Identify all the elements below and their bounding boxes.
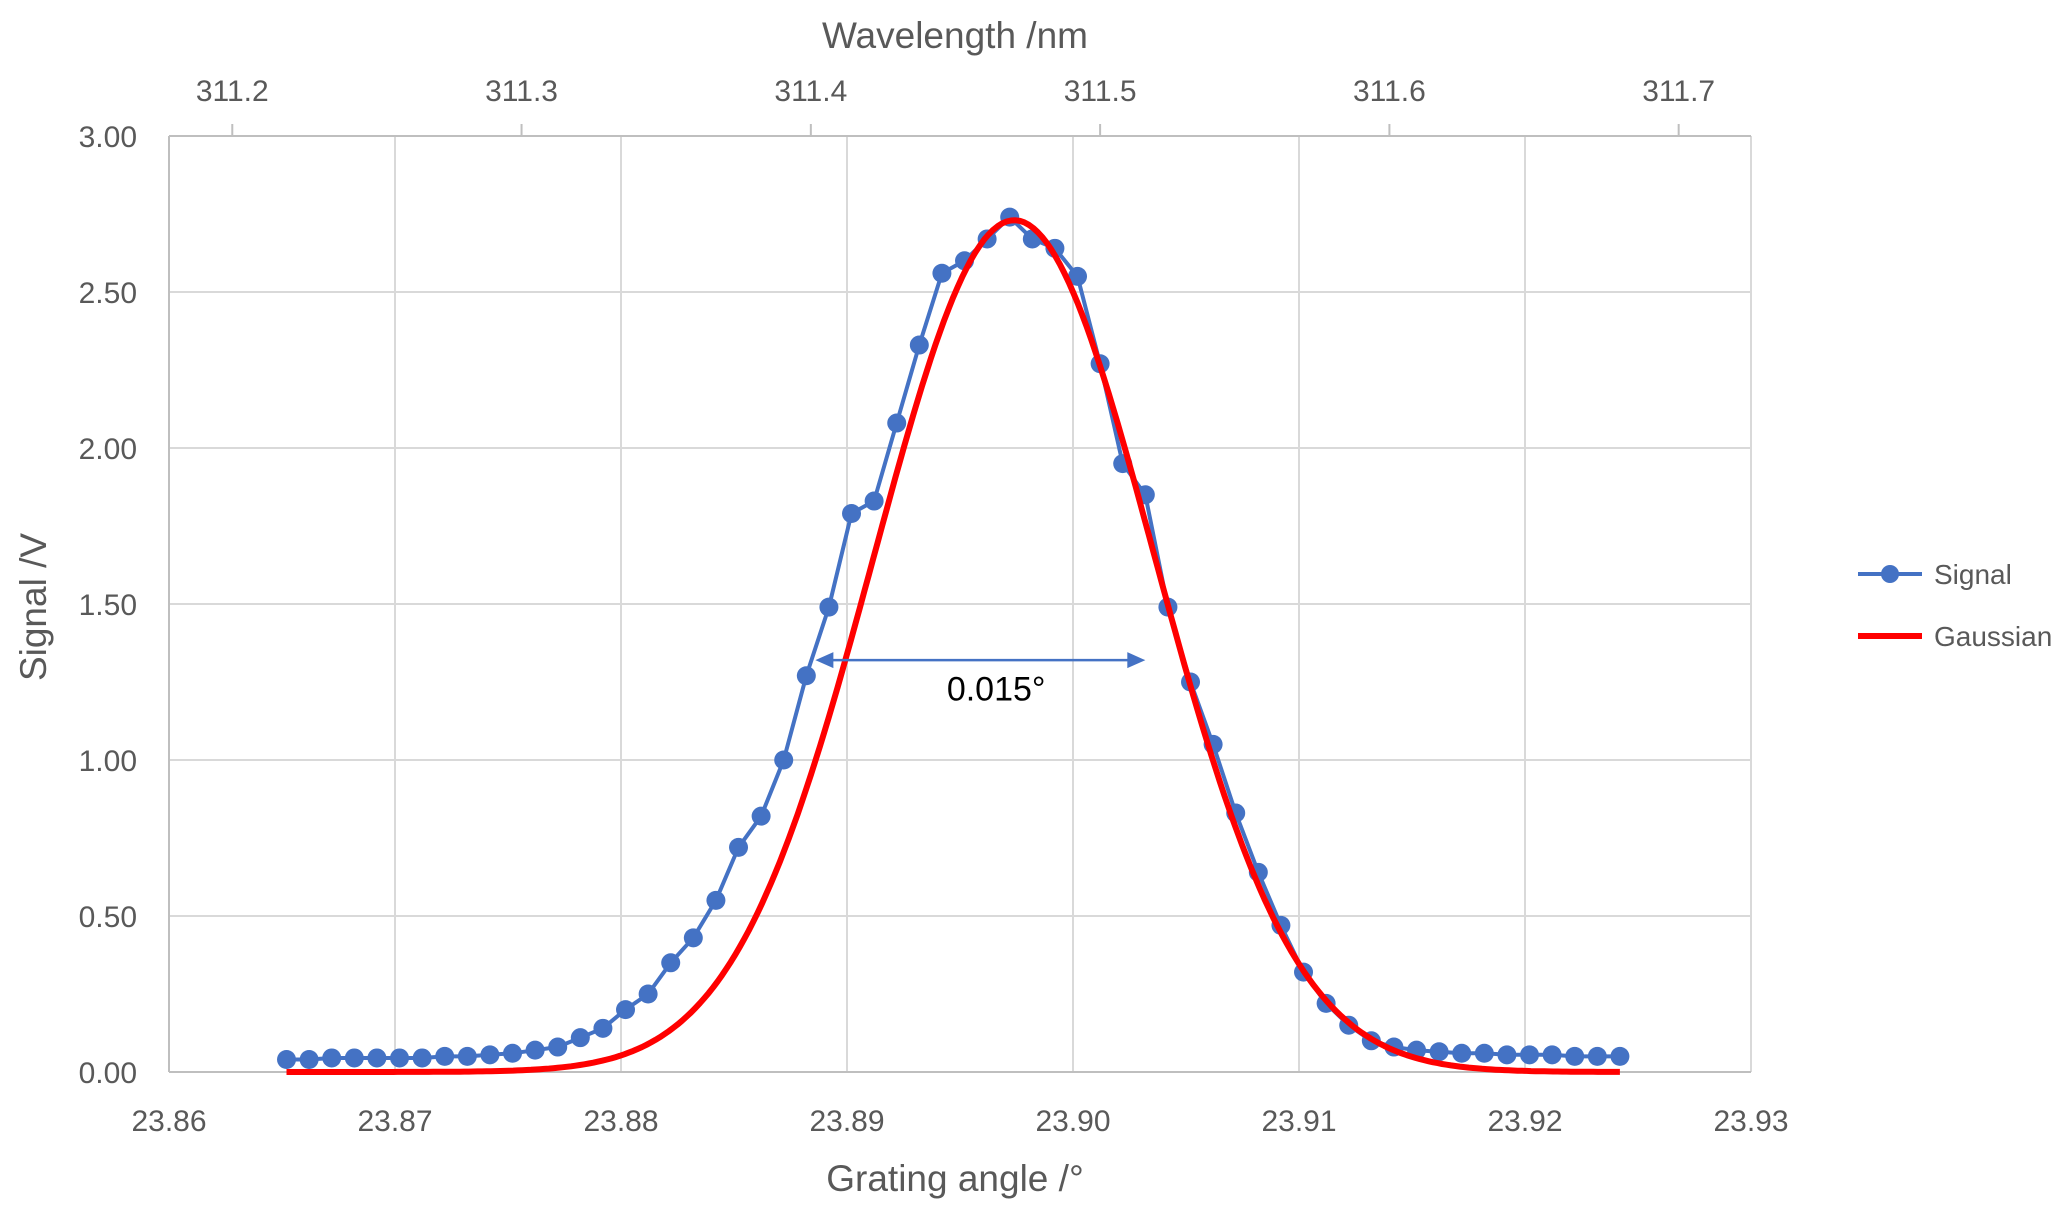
fwhm-arrow-head-right (1127, 652, 1146, 669)
signal-point (1610, 1046, 1630, 1066)
y-tick-label: 2.00 (79, 433, 137, 466)
signal-point (1474, 1043, 1494, 1063)
signal-point (1429, 1042, 1449, 1062)
signal-point (706, 890, 726, 910)
signal-point (570, 1028, 590, 1048)
x2-tick-label: 311.4 (774, 75, 847, 108)
y-tick-label: 1.00 (79, 745, 137, 778)
signal-point (616, 1000, 636, 1020)
signal-point (864, 491, 884, 511)
x-tick-label: 23.87 (357, 1105, 432, 1138)
signal-point (525, 1040, 545, 1060)
signal-point (1565, 1046, 1585, 1066)
signal-point (480, 1045, 500, 1065)
signal-point (887, 413, 907, 433)
signal-point (1587, 1046, 1607, 1066)
signal-point (796, 666, 816, 686)
signal-point (842, 504, 862, 524)
x-tick-labels: 23.86 23.87 23.88 23.89 23.90 23.91 23.92 23.93 (131, 1105, 1788, 1138)
signal-point (683, 928, 703, 948)
signal-point (457, 1046, 477, 1066)
signal-line (286, 215, 1620, 1062)
signal-point (638, 984, 658, 1004)
signal-point (548, 1037, 568, 1057)
signal-point (729, 837, 749, 857)
fwhm-arrow-head-left (815, 652, 834, 669)
signal-point (909, 335, 929, 355)
signal-point (1497, 1045, 1517, 1065)
signal-point (1542, 1045, 1562, 1065)
series-layer (277, 207, 1630, 1075)
y-tick-label: 3.00 (79, 121, 137, 154)
x2-axis-title: Wavelength /nm (822, 15, 1088, 56)
y-axis-title: Signal /V (13, 533, 54, 681)
y-tick-label: 0.50 (79, 901, 137, 934)
signal-point (1452, 1043, 1472, 1063)
x2-tick-label: 311.2 (196, 75, 269, 108)
x-tick-label: 23.93 (1713, 1105, 1788, 1138)
signal-point (503, 1043, 523, 1063)
signal-point (1068, 266, 1088, 286)
x-tick-label: 23.90 (1035, 1105, 1110, 1138)
x2-tick-label: 311.3 (485, 75, 558, 108)
signal-point (819, 597, 839, 617)
signal-point (390, 1048, 410, 1068)
signal-point (435, 1046, 455, 1066)
signal-point (751, 806, 771, 826)
x2-tick-label: 311.6 (1353, 75, 1426, 108)
legend: Signal Gaussian (1858, 559, 2052, 652)
fwhm-label: 0.015° (947, 671, 1046, 709)
x-axis-title: Grating angle /° (826, 1158, 1084, 1199)
signal-point (367, 1048, 387, 1068)
signal-point (412, 1048, 432, 1068)
signal-point (277, 1050, 297, 1070)
legend-signal-label: Signal (1934, 559, 2012, 590)
annotation-layer: 0.015° (815, 652, 1146, 709)
x-tick-label: 23.91 (1261, 1105, 1336, 1138)
signal-point (661, 953, 681, 973)
x-tick-label: 23.92 (1487, 1105, 1562, 1138)
y-tick-label: 0.00 (79, 1057, 137, 1090)
y-tick-label: 2.50 (79, 277, 137, 310)
signal-point (774, 750, 794, 770)
gaussian-line (286, 217, 1620, 1075)
x2-tick-label: 311.7 (1642, 75, 1715, 108)
signal-point (322, 1048, 342, 1068)
y-tick-label: 1.50 (79, 589, 137, 622)
signal-point (593, 1018, 613, 1038)
y-tick-labels: 0.00 0.50 1.00 1.50 2.00 2.50 3.00 (79, 121, 137, 1090)
x-tick-label: 23.88 (583, 1105, 658, 1138)
signal-point (932, 263, 952, 283)
signal-markers (277, 207, 1630, 1070)
legend-gaussian-label: Gaussian (1934, 621, 2052, 652)
x2-tick-labels: 311.2 311.3 311.4 311.5 311.6 311.7 (196, 75, 1715, 136)
signal-point (299, 1050, 319, 1070)
signal-point (1520, 1045, 1540, 1065)
x2-tick-label: 311.5 (1064, 75, 1137, 108)
legend-signal-marker (1881, 565, 1899, 583)
signal-point (344, 1048, 364, 1068)
x-tick-label: 23.86 (131, 1105, 206, 1138)
x-tick-label: 23.89 (809, 1105, 884, 1138)
